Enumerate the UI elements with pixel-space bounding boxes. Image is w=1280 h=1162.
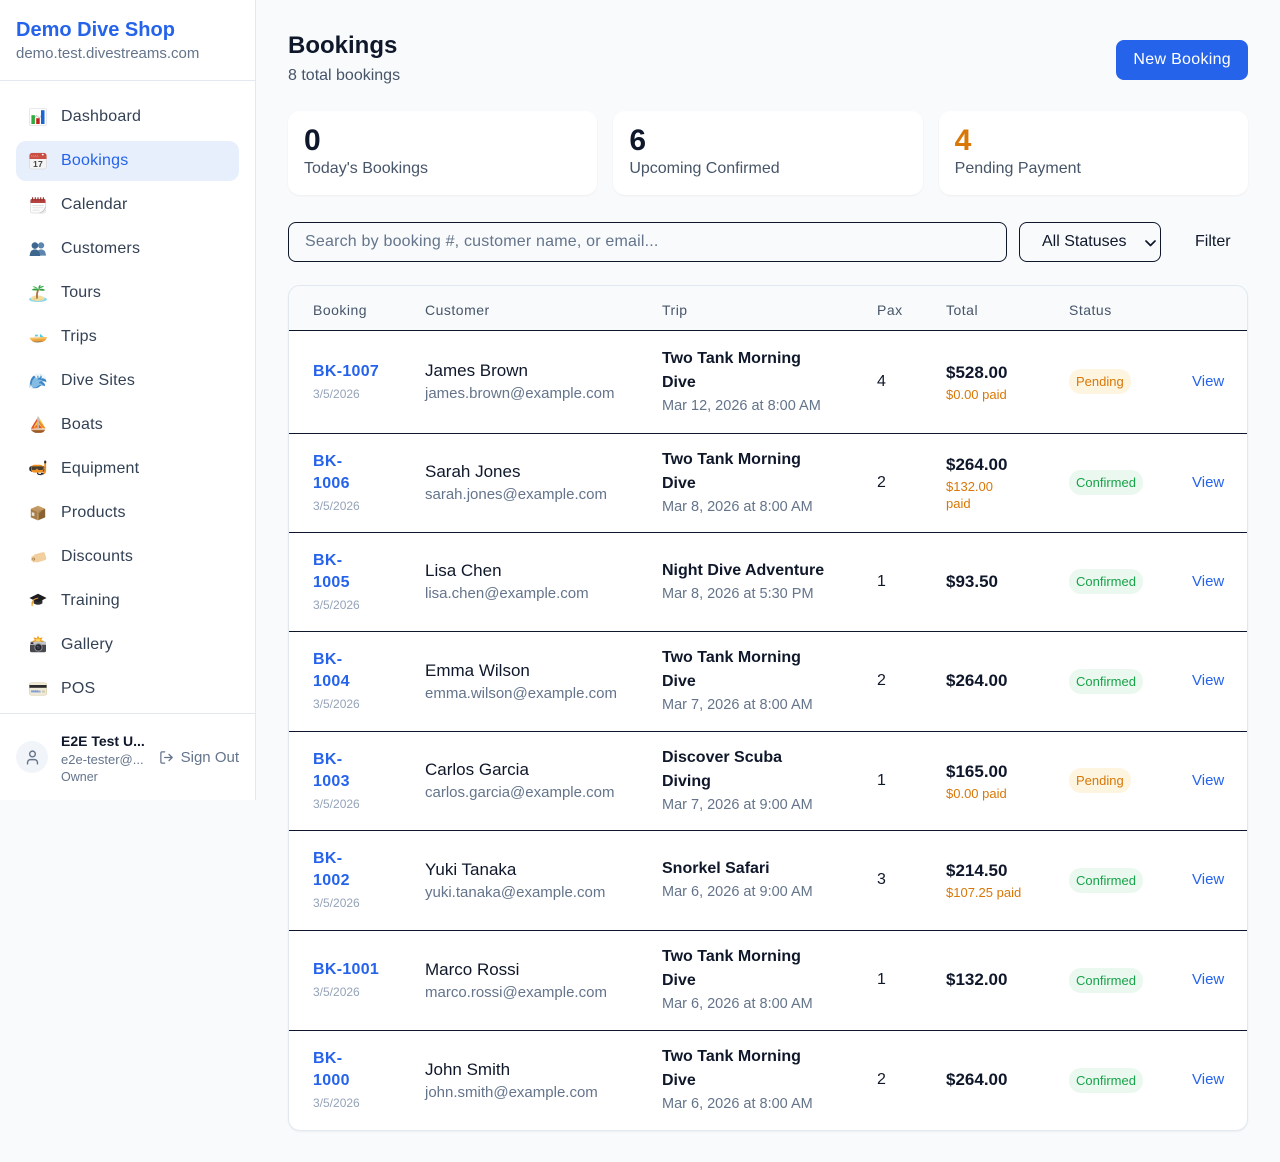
svg-text:17: 17: [33, 159, 43, 169]
